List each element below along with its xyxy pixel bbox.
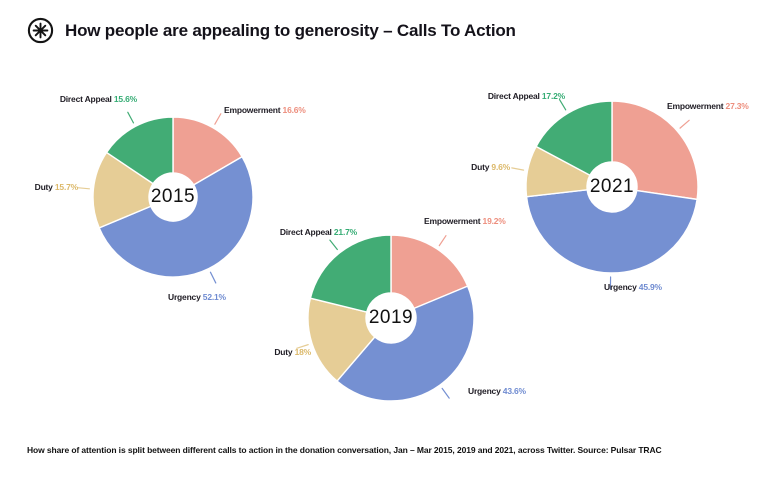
slice-label-direct-appeal: Direct Appeal 21.7% — [279, 227, 357, 237]
slice-label-empowerment: Empowerment 16.6% — [224, 105, 306, 115]
caption-source-text: How share of attention is split between … — [27, 445, 662, 455]
slice-label-duty: Duty 15.7% — [34, 182, 79, 192]
callout-line — [127, 111, 135, 124]
slice-label-empowerment: Empowerment 27.3% — [667, 101, 749, 111]
donut-chart-2015: 2015 Direct Appeal 15.6% Empowerment 16.… — [13, 37, 333, 357]
callout-line — [329, 239, 338, 251]
pie-slice-urgency — [525, 189, 698, 274]
slice-label-empowerment: Empowerment 19.2% — [424, 216, 506, 226]
callout-line — [209, 271, 217, 284]
callout-line — [438, 235, 447, 247]
slice-label-urgency: Urgency 52.1% — [168, 292, 226, 302]
pie-slice-duty — [307, 297, 376, 383]
slice-label-duty: Duty 18% — [274, 347, 311, 357]
donut-center-year-2015: 2015 — [150, 186, 196, 207]
pie-slice-direct-appeal — [105, 116, 174, 185]
callout-line — [296, 344, 309, 349]
donut-chart-2021: 2021 Direct Appeal 17.2% Empowerment 27.… — [452, 27, 768, 347]
pie-slice-empowerment — [172, 116, 244, 186]
header: How people are appealing to generosity –… — [27, 17, 516, 44]
callout-line — [214, 113, 222, 125]
page-title: How people are appealing to generosity –… — [65, 20, 516, 40]
callout-line — [441, 387, 450, 399]
donut-center-year-2019: 2019 — [368, 307, 414, 328]
slice-label-direct-appeal: Direct Appeal 15.6% — [59, 94, 137, 104]
slice-label-urgency: Urgency 43.6% — [468, 386, 526, 396]
callout-line — [558, 98, 567, 111]
pie-slice-empowerment — [390, 234, 469, 310]
pie-slice-urgency — [336, 285, 475, 402]
asterisk-burst-icon — [27, 17, 54, 44]
donut-chart-2019: 2019 Direct Appeal 21.7% Empowerment 19.… — [231, 158, 551, 478]
callout-line — [511, 167, 525, 171]
donut-svg-2021 — [511, 98, 699, 290]
donut-center-year-2021: 2021 — [589, 176, 635, 197]
pie-slice-direct-appeal — [309, 234, 392, 313]
pie-slice-urgency — [98, 155, 254, 278]
callout-line — [76, 187, 91, 190]
pie-slice-empowerment — [611, 100, 699, 201]
callout-line — [679, 119, 690, 129]
slice-label-direct-appeal: Direct Appeal 17.2% — [487, 91, 565, 101]
donut-svg-2019 — [296, 234, 475, 402]
slice-label-urgency: Urgency 45.9% — [604, 282, 662, 292]
donut-svg-2015 — [76, 111, 254, 284]
pie-slice-duty — [92, 151, 155, 229]
pie-slice-direct-appeal — [535, 100, 613, 177]
slice-label-duty: Duty 9.6% — [471, 162, 510, 172]
